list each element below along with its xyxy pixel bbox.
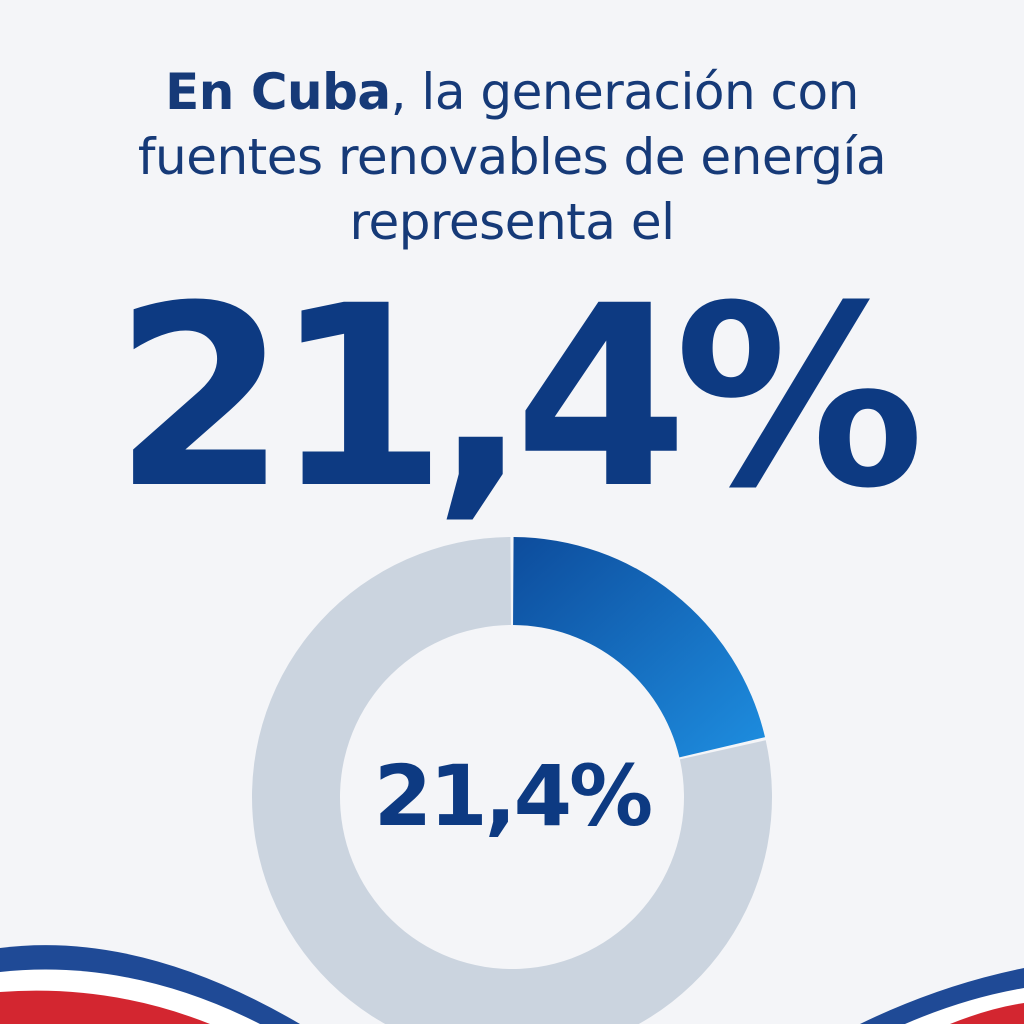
flag-stripe-red-left <box>0 990 210 1024</box>
headline-bold-location: En Cuba <box>165 63 391 121</box>
flag-stripe-red-right <box>950 1003 1024 1024</box>
headline-line-1-text: , la generación con <box>390 63 860 121</box>
headline-line-1: En Cuba, la generación con <box>0 60 1024 125</box>
donut-center-label: 21,4% <box>374 747 651 845</box>
donut-slice-renewable <box>513 537 766 758</box>
donut-slice-remainder <box>252 537 772 1024</box>
headline-line-3: representa el <box>349 193 675 251</box>
headline: En Cuba, la generación con fuentes renov… <box>0 60 1024 255</box>
headline-line-2: fuentes renovables de energía <box>137 128 887 186</box>
flag-wave-left <box>0 945 300 1024</box>
big-percentage-value: 21,4% <box>113 252 924 543</box>
flag-wave-right <box>860 968 1024 1024</box>
